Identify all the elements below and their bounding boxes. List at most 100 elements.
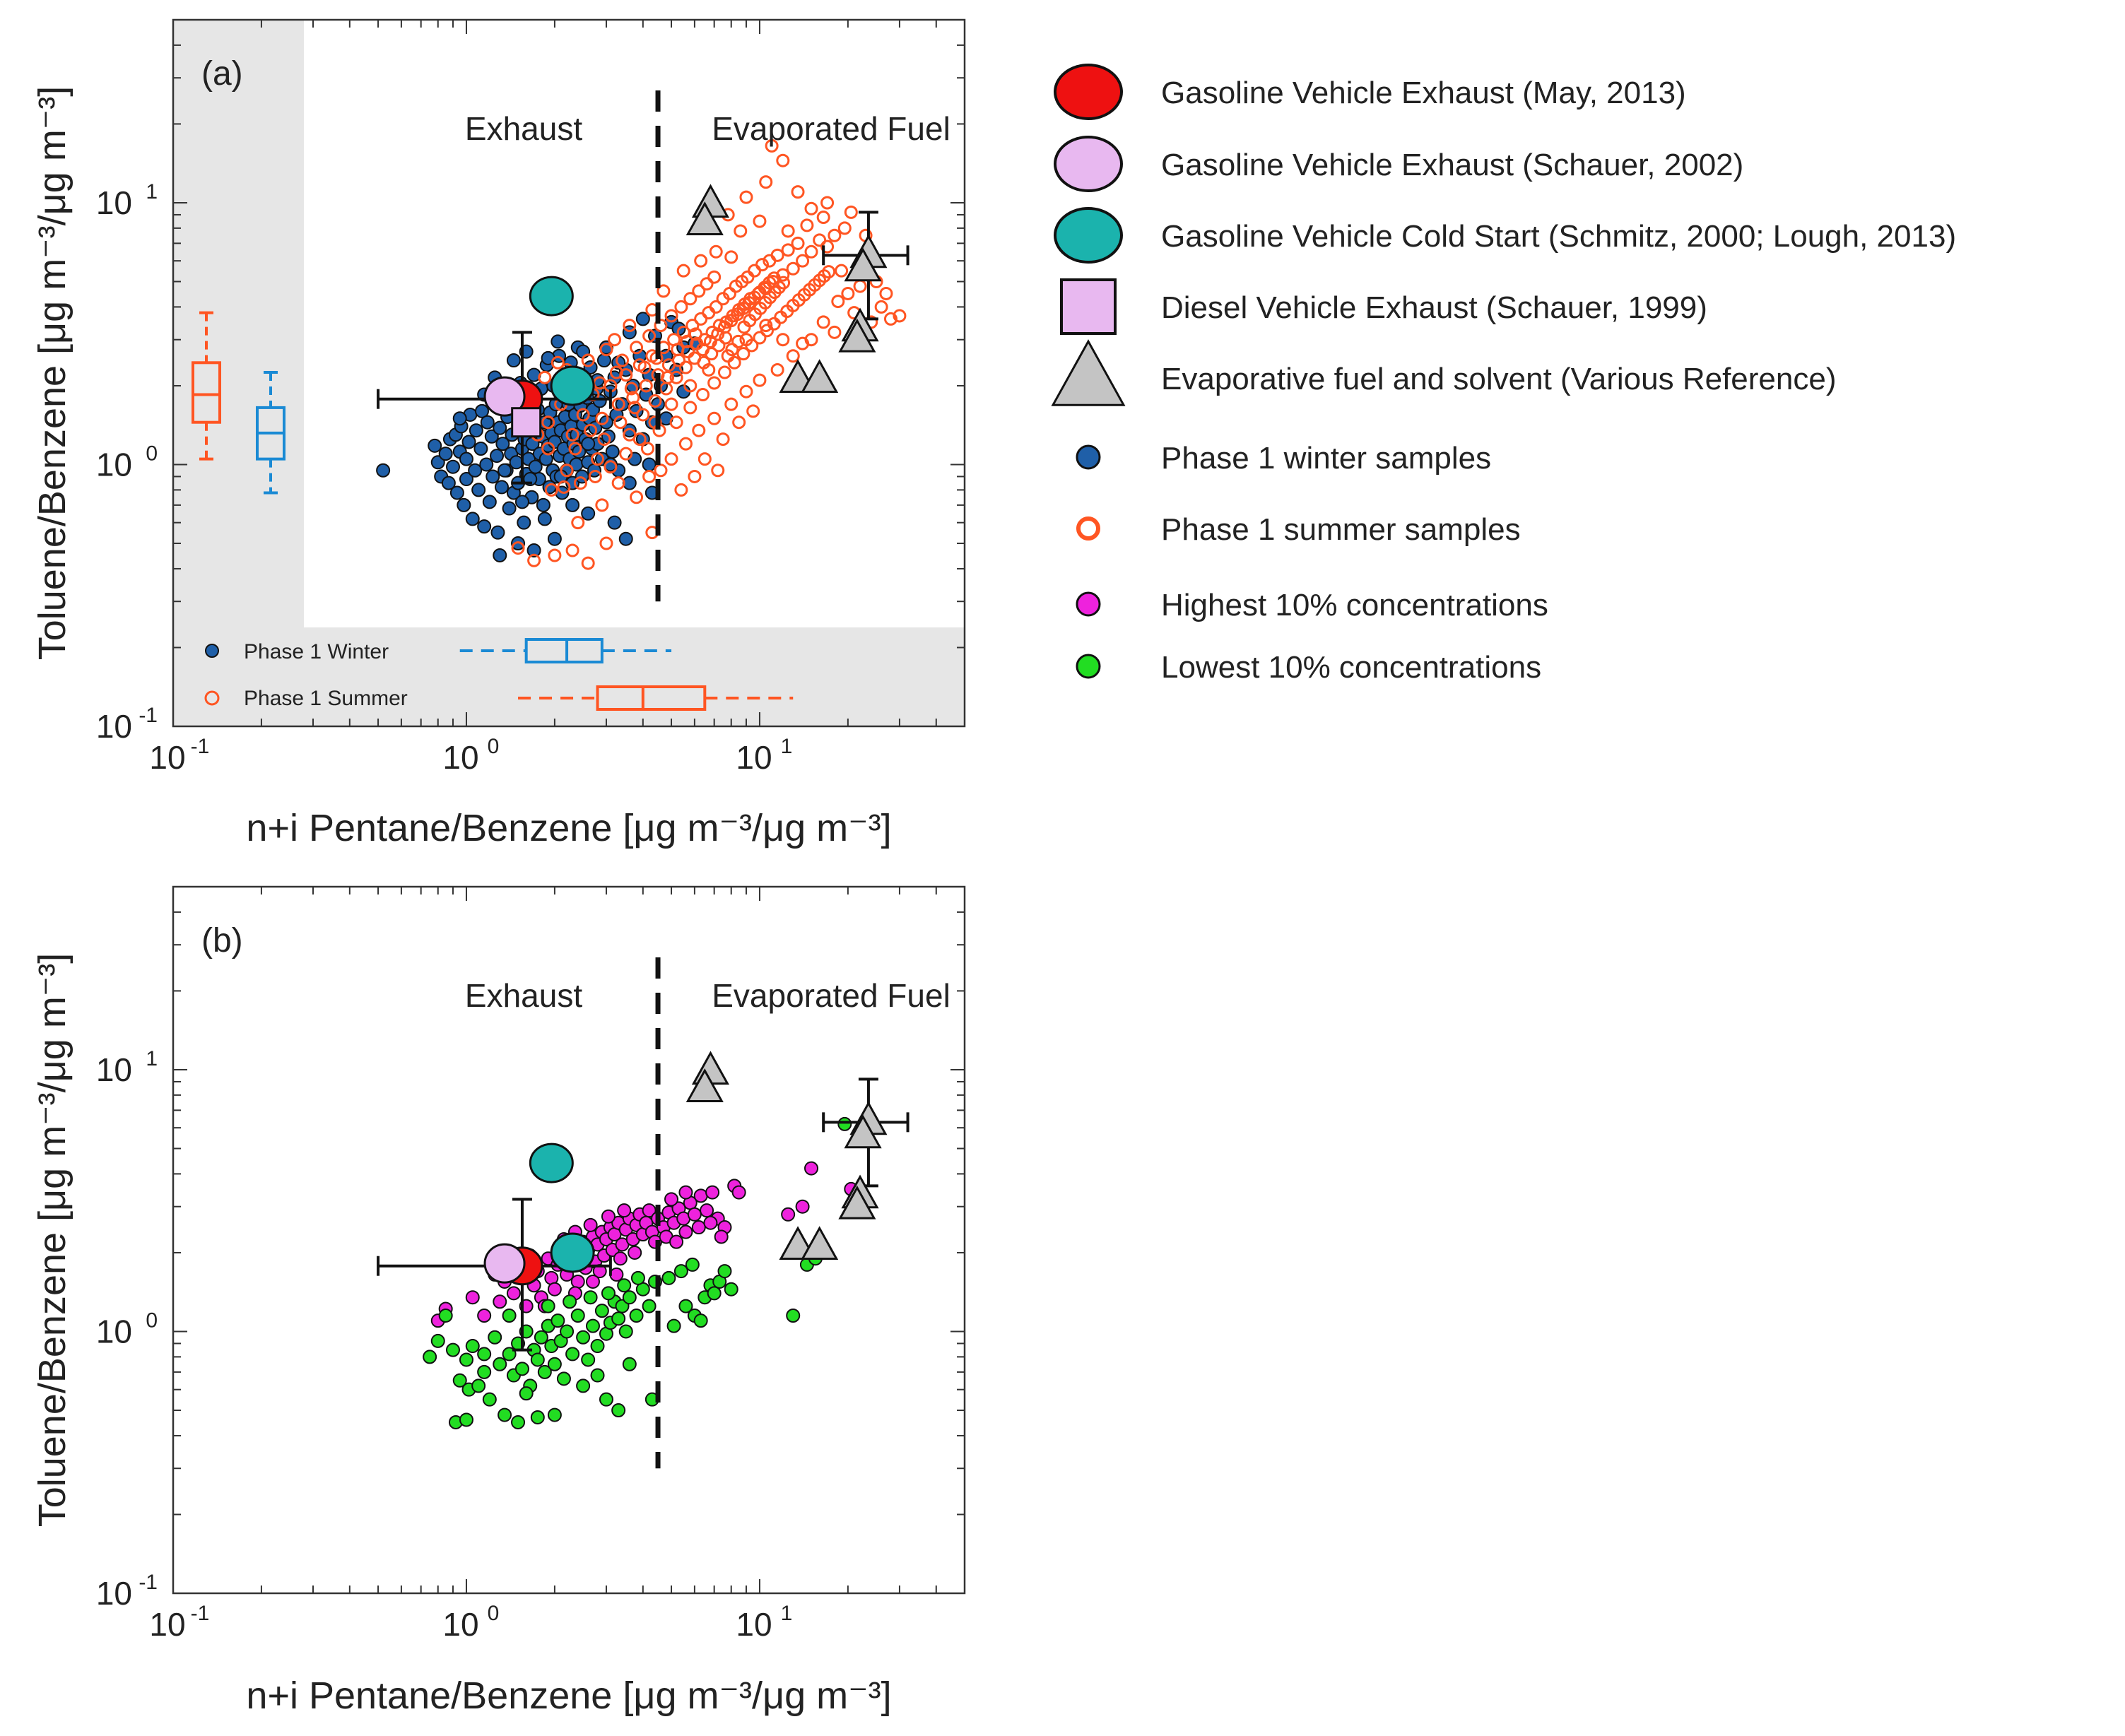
data-point-summer — [694, 254, 708, 268]
data-point-lowest — [488, 1330, 502, 1345]
legend-label: Phase 1 summer samples — [1161, 512, 1521, 547]
data-point-lowest — [570, 1308, 585, 1323]
data-point-summer — [767, 317, 781, 331]
data-point-lowest — [551, 1313, 565, 1328]
data-point-summer — [616, 353, 630, 367]
y-tick-label: 10 — [96, 1575, 132, 1612]
y-tick-label-exponent: 0 — [146, 442, 158, 465]
panel-a-shade-bottom — [173, 627, 965, 726]
data-point-winter — [635, 312, 650, 326]
data-point-lowest — [837, 1116, 852, 1131]
data-point-summer — [591, 452, 605, 466]
data-point-winter — [607, 515, 622, 530]
data-point-summer — [746, 404, 760, 418]
data-point-summer — [685, 319, 700, 333]
data-point-summer — [565, 427, 579, 442]
evaporative-marker — [801, 359, 839, 394]
boxplot-box — [524, 638, 604, 663]
data-point-summer — [697, 452, 712, 466]
data-point-highest — [465, 1290, 480, 1305]
data-point-summer — [628, 401, 642, 415]
data-point-summer — [853, 279, 867, 293]
panel-a: 10 -1 10 0 10 1 10 -1 10 0 10 1 (a) Exhaust Evapora… — [31, 18, 966, 849]
data-point-summer — [734, 224, 748, 238]
data-point-winter — [465, 512, 480, 526]
data-point-summer — [781, 224, 795, 238]
data-point-lowest — [556, 1371, 571, 1386]
data-point-summer — [776, 333, 790, 347]
data-point-summer — [654, 463, 668, 478]
data-point-summer — [557, 480, 571, 494]
data-point-highest — [601, 1209, 616, 1224]
data-point-summer — [683, 292, 697, 306]
data-point-lowest — [534, 1330, 548, 1345]
data-point-winter — [479, 457, 494, 472]
panel-a-x-axis-label: n+i Pentane/Benzene [μg m⁻³/μg m⁻³] — [246, 807, 891, 849]
data-point-winter — [506, 353, 521, 368]
data-point-lowest — [717, 1264, 732, 1279]
data-point-winter — [538, 451, 553, 466]
data-point-summer — [765, 138, 779, 153]
data-point-lowest — [583, 1290, 598, 1305]
data-point-summer — [642, 469, 657, 483]
data-point-lowest — [590, 1368, 605, 1383]
panel-a-shade-left — [173, 20, 304, 726]
y-tick-label: 10 — [96, 184, 132, 221]
data-point-summer — [548, 548, 562, 562]
data-point-lowest — [445, 1342, 460, 1357]
x-tick-label: 10 — [149, 1606, 185, 1643]
data-point-summer — [707, 376, 722, 390]
data-point-lowest — [786, 1308, 801, 1323]
data-point-summer — [541, 415, 555, 430]
data-point-winter — [490, 525, 505, 540]
data-point-summer — [800, 218, 814, 232]
data-point-winter — [428, 438, 442, 453]
data-point-summer — [835, 264, 849, 278]
data-point-lowest — [618, 1324, 633, 1339]
data-point-summer — [755, 258, 770, 272]
data-point-summer — [712, 338, 726, 353]
data-point-summer — [683, 379, 697, 393]
data-point-lowest — [642, 1299, 657, 1313]
data-point-winter — [592, 394, 607, 408]
data-point-summer — [599, 536, 613, 550]
data-point-summer — [624, 382, 638, 396]
data-point-highest — [613, 1251, 628, 1266]
data-point-summer — [777, 276, 791, 290]
data-point-summer — [568, 442, 582, 456]
data-point-highest — [795, 1199, 810, 1214]
legend-label: Highest 10% concentrations — [1161, 588, 1548, 622]
data-point-summer — [571, 516, 585, 530]
panel-b-reference-markers — [377, 1051, 910, 1352]
data-point-winter — [441, 476, 456, 490]
x-tick-label-exponent: 0 — [488, 735, 500, 758]
data-point-winter — [509, 455, 524, 470]
data-point-summer — [711, 463, 725, 478]
data-point-summer — [816, 211, 830, 225]
data-point-summer — [588, 469, 602, 483]
data-point-summer — [786, 349, 800, 363]
data-point-summer — [731, 334, 746, 348]
y-tick-label-exponent: 1 — [146, 1047, 158, 1070]
data-point-lowest — [541, 1299, 555, 1313]
data-point-summer — [745, 338, 759, 353]
data-point-summer — [688, 469, 702, 483]
data-point-summer — [637, 360, 652, 374]
data-point-summer — [719, 331, 733, 345]
data-point-lowest — [459, 1412, 473, 1427]
y-tick-label: 10 — [96, 708, 132, 745]
evaporative-marker — [801, 1226, 839, 1260]
data-point-winter — [565, 497, 580, 512]
data-point-winter — [459, 472, 473, 487]
data-point-lowest — [590, 1339, 605, 1354]
data-point-summer — [759, 175, 773, 189]
data-point-lowest — [530, 1352, 545, 1367]
data-point-winter — [514, 495, 529, 509]
data-point-winter — [468, 463, 483, 478]
data-point-summer — [664, 309, 678, 323]
data-point-summer — [724, 250, 738, 264]
data-point-summer — [804, 244, 818, 259]
data-point-summer — [595, 411, 609, 425]
panel-b-ticks: 10 -1 10 0 10 1 10 -1 10 0 10 1 — [96, 886, 965, 1643]
data-point-highest — [493, 1294, 507, 1309]
